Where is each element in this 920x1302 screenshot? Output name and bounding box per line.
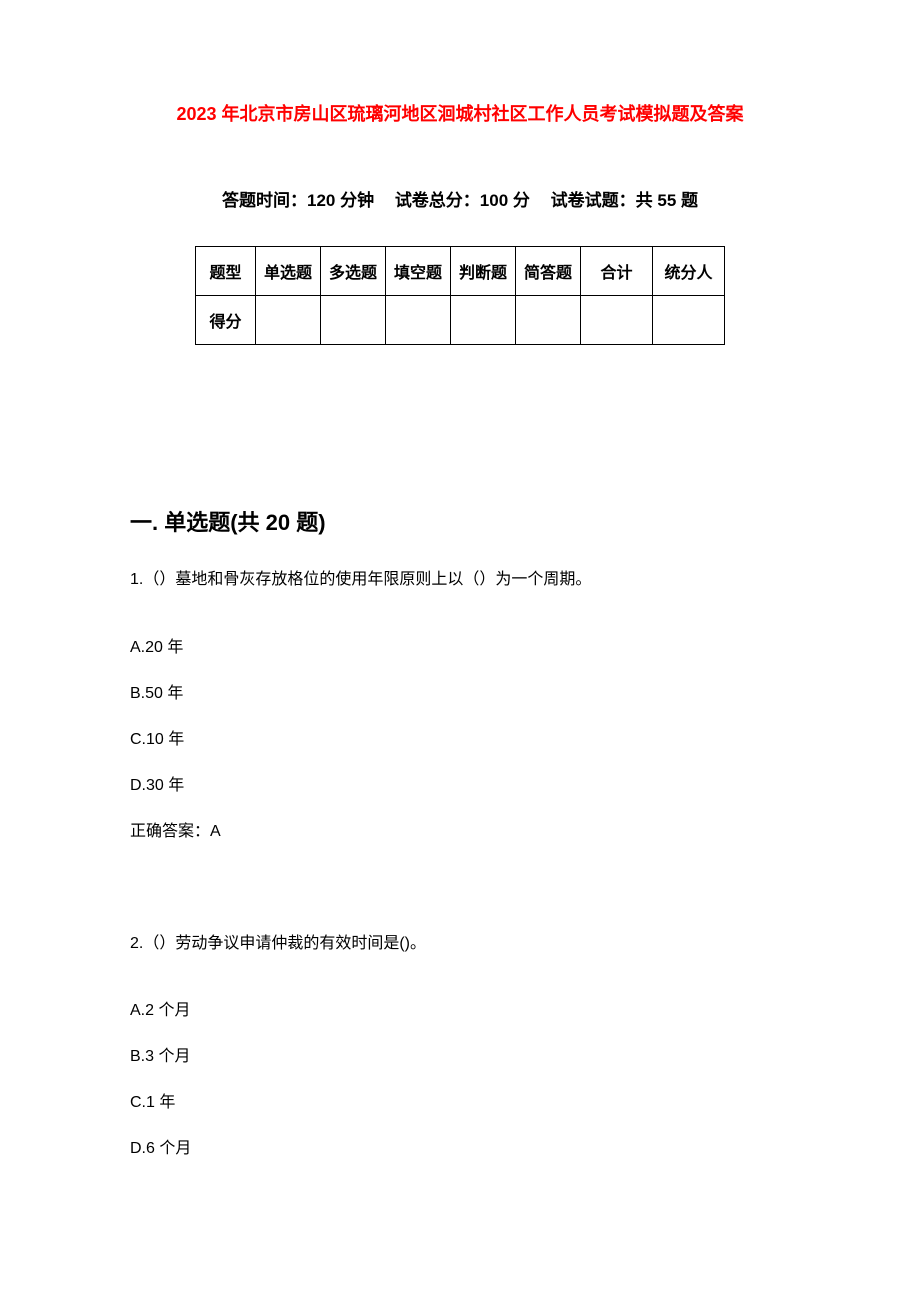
exam-time: 答题时间：120 分钟 bbox=[222, 191, 374, 210]
question-2-option-a: A.2 个月 bbox=[130, 996, 790, 1020]
section-heading-single: 一. 单选题(共 20 题) bbox=[130, 505, 790, 537]
score-table: 题型 单选题 多选题 填空题 判断题 简答题 合计 统分人 得分 bbox=[195, 246, 725, 345]
col-short: 简答题 bbox=[516, 247, 581, 296]
exam-meta: 答题时间：120 分钟 试卷总分：100 分 试卷试题：共 55 题 bbox=[130, 186, 790, 211]
question-1-option-a: A.20 年 bbox=[130, 633, 790, 657]
question-1-answer: 正确答案：A bbox=[130, 817, 790, 841]
col-scorer: 统分人 bbox=[653, 247, 725, 296]
question-2-option-d: D.6 个月 bbox=[130, 1134, 790, 1158]
score-cell bbox=[581, 296, 653, 345]
question-1-text: 1.（）墓地和骨灰存放格位的使用年限原则上以（）为一个周期。 bbox=[130, 567, 790, 593]
col-fill: 填空题 bbox=[385, 247, 450, 296]
score-cell bbox=[255, 296, 320, 345]
col-single: 单选题 bbox=[255, 247, 320, 296]
exam-count: 试卷试题：共 55 题 bbox=[551, 191, 698, 210]
col-total: 合计 bbox=[581, 247, 653, 296]
question-1-block: 1.（）墓地和骨灰存放格位的使用年限原则上以（）为一个周期。 A.20 年 B.… bbox=[130, 567, 790, 841]
score-cell bbox=[451, 296, 516, 345]
question-1-option-b: B.50 年 bbox=[130, 679, 790, 703]
exam-total: 试卷总分：100 分 bbox=[395, 191, 530, 210]
score-cell bbox=[653, 296, 725, 345]
col-type: 题型 bbox=[195, 247, 255, 296]
table-header-row: 题型 单选题 多选题 填空题 判断题 简答题 合计 统分人 bbox=[195, 247, 724, 296]
score-cell bbox=[320, 296, 385, 345]
score-cell bbox=[516, 296, 581, 345]
question-2-block: 2.（）劳动争议申请仲裁的有效时间是()。 A.2 个月 B.3 个月 C.1 … bbox=[130, 931, 790, 1159]
question-2-option-b: B.3 个月 bbox=[130, 1042, 790, 1066]
col-judge: 判断题 bbox=[451, 247, 516, 296]
question-2-option-c: C.1 年 bbox=[130, 1088, 790, 1112]
row-score-label: 得分 bbox=[195, 296, 255, 345]
question-1-option-c: C.10 年 bbox=[130, 725, 790, 749]
question-2-text: 2.（）劳动争议申请仲裁的有效时间是()。 bbox=[130, 931, 790, 957]
table-score-row: 得分 bbox=[195, 296, 724, 345]
question-1-option-d: D.30 年 bbox=[130, 771, 790, 795]
score-cell bbox=[385, 296, 450, 345]
document-title: 2023 年北京市房山区琉璃河地区洄城村社区工作人员考试模拟题及答案 bbox=[130, 100, 790, 126]
col-multi: 多选题 bbox=[320, 247, 385, 296]
